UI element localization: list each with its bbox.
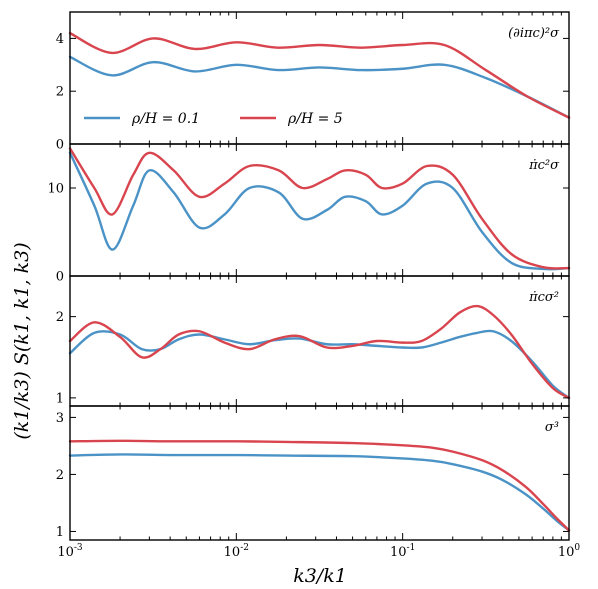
y-tick-label: 0 — [56, 138, 64, 153]
panel-3: 12π̇cσ² — [56, 275, 571, 407]
panel-2-y-ticks: 0 10 — [47, 182, 569, 285]
legend-label: ρ/H = 0.1 — [131, 111, 200, 127]
x-tick-label: 100 — [558, 543, 581, 560]
y-tick-label: 1 — [56, 525, 64, 540]
legend-item-rho-0p1: ρ/H = 0.1 — [84, 111, 200, 127]
panel-1-x-ticks — [69, 12, 570, 144]
x-tick-label: 10-3 — [57, 543, 83, 560]
y-tick-label: 1 — [56, 391, 64, 406]
y-tick-label: 2 — [56, 85, 64, 100]
legend-item-rho-5: ρ/H = 5 — [240, 111, 343, 127]
panel-3-series-rho-0p1-line — [68, 329, 571, 400]
x-axis: 10-3 10-2 10-1 100 — [57, 543, 580, 560]
panel-1-series-rho-5-line — [68, 31, 571, 119]
panel-3-title: π̇cσ² — [528, 290, 559, 305]
panel-4-series-rho-0p1-line — [68, 453, 571, 532]
y-tick-label: 0 — [56, 270, 64, 285]
panel-1-series-rho-0p1-line — [68, 55, 571, 119]
panel-4-series-rho-5-line — [68, 439, 571, 532]
panel-2-title: π̇c²σ — [528, 158, 560, 173]
panel-3-x-ticks — [69, 276, 570, 406]
y-tick-label: 3 — [56, 411, 64, 426]
y-axis-label: (k1/k3) S(k1, k1, k3) — [11, 242, 33, 439]
legend: ρ/H = 0.1 ρ/H = 5 — [84, 111, 343, 127]
panel-3-frame — [69, 275, 570, 407]
panel-4-x-ticks — [69, 406, 570, 540]
y-tick-label: 2 — [56, 310, 64, 325]
x-axis-label: k3/k1 — [293, 565, 347, 587]
x-tick-label: 10-1 — [390, 543, 415, 560]
panel-1: 0 2 4 (∂iπc)²σ — [56, 11, 571, 153]
panel-2-series-rho-5-line — [68, 147, 571, 270]
y-tick-label: 4 — [56, 32, 64, 47]
panel-2-series-rho-0p1-line — [68, 151, 571, 271]
panel-1-title: (∂iπc)²σ — [508, 26, 560, 41]
panel-4-title: σ³ — [545, 420, 559, 435]
y-tick-label: 2 — [56, 468, 64, 483]
legend-label: ρ/H = 5 — [287, 111, 343, 127]
panel-2: 0 10 π̇c²σ — [47, 143, 571, 285]
panel-1-y-ticks: 0 2 4 — [56, 32, 569, 153]
panel-3-y-ticks: 12 — [56, 310, 569, 406]
panel-4-frame — [69, 405, 570, 541]
panel-3-series-rho-5-line — [68, 304, 571, 400]
x-tick-label: 10-2 — [224, 543, 249, 560]
panel-4: 1 2 3 σ³ — [56, 405, 571, 541]
panel-2-x-ticks — [69, 144, 570, 276]
panel-2-frame — [69, 143, 570, 277]
panel-4-y-ticks: 1 2 3 — [56, 411, 569, 540]
y-tick-label: 10 — [47, 182, 64, 197]
